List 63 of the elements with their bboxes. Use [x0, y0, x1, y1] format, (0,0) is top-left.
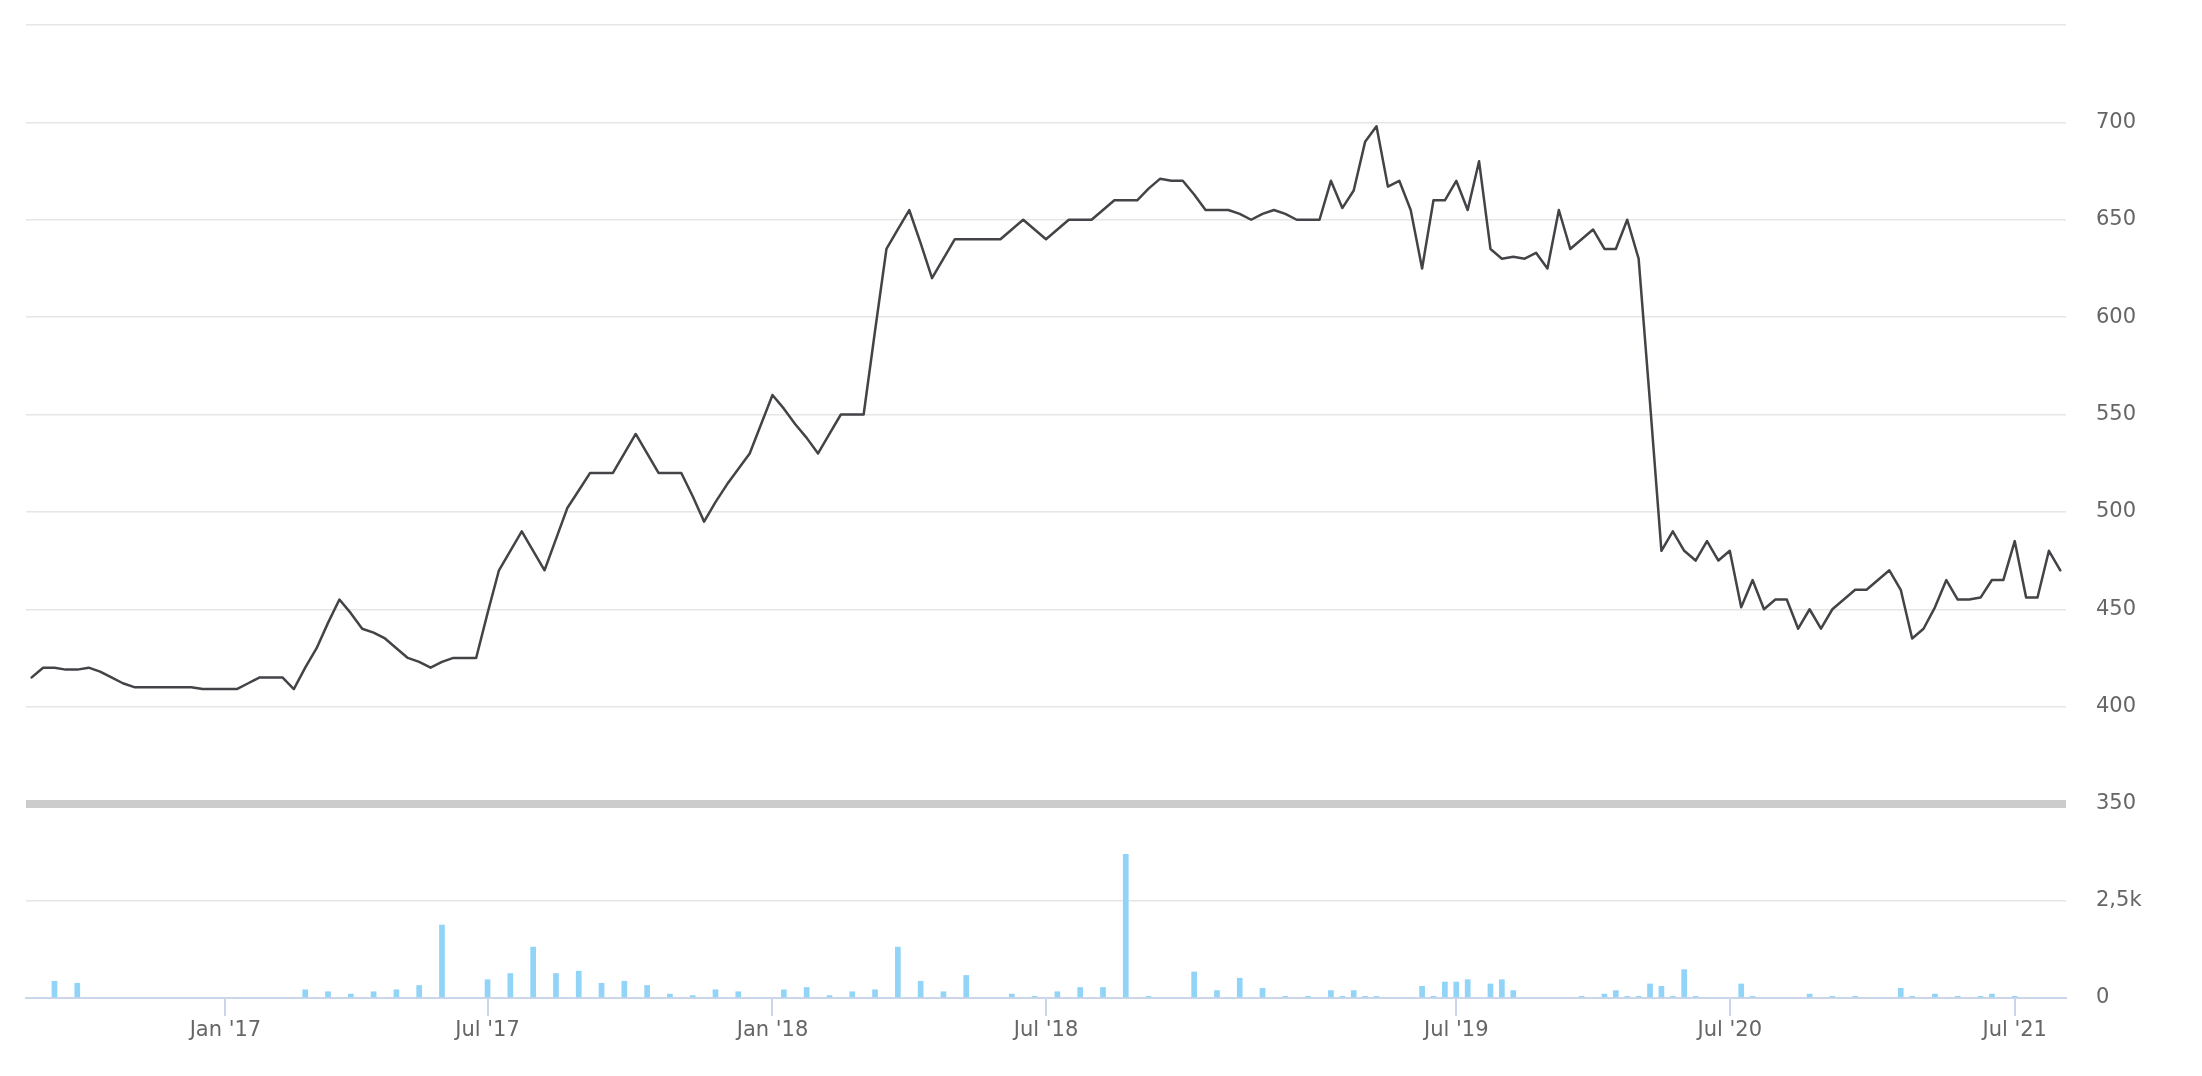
- bar: [872, 989, 878, 998]
- bar: [416, 985, 423, 998]
- bar: [370, 991, 377, 998]
- bar: [74, 982, 81, 998]
- bar: [1328, 990, 1334, 998]
- x-tick-label: Jan '17: [187, 1017, 262, 1042]
- bar: [621, 980, 628, 998]
- bar: [849, 991, 856, 998]
- y-tick-label: 2,5k: [2096, 887, 2143, 912]
- bar: [1419, 985, 1425, 998]
- y-tick-label: 400: [2096, 693, 2137, 718]
- bar: [1647, 983, 1653, 998]
- bar: [1612, 990, 1619, 998]
- bar: [1350, 990, 1357, 998]
- x-tick-label: Jul '21: [1980, 1017, 2047, 1042]
- bar: [1191, 971, 1198, 998]
- x-tick-label: Jul '20: [1695, 1017, 1763, 1042]
- x-tick-label: Jul '19: [1422, 1017, 1489, 1042]
- bar: [1897, 987, 1904, 998]
- y-tick-label: 650: [2096, 206, 2137, 231]
- bar: [1499, 979, 1505, 998]
- bar: [1464, 979, 1471, 998]
- bar: [1236, 977, 1243, 998]
- y-tick-label: 600: [2096, 303, 2137, 328]
- bar: [393, 989, 400, 998]
- bar: [1989, 993, 1995, 998]
- bar: [667, 993, 673, 998]
- y-tick-label: 350: [2096, 790, 2137, 815]
- bar: [1214, 990, 1220, 998]
- bar: [1738, 983, 1745, 998]
- y-tick-label: 500: [2096, 498, 2137, 523]
- x-tick-label: Jul '17: [453, 1017, 520, 1042]
- y-tick-label: 550: [2096, 400, 2137, 425]
- bar: [302, 989, 309, 998]
- bar: [940, 991, 947, 998]
- bar: [894, 946, 901, 998]
- bar: [781, 989, 787, 998]
- bar: [1077, 987, 1084, 998]
- bar: [1442, 981, 1448, 998]
- bar: [1453, 981, 1460, 998]
- bar: [530, 946, 536, 998]
- bar: [735, 991, 742, 998]
- bar: [439, 924, 445, 998]
- bar: [644, 985, 650, 998]
- bar: [575, 970, 582, 998]
- x-tick-label: Jul '18: [1011, 1017, 1079, 1042]
- bar: [1681, 969, 1688, 998]
- bar: [1054, 991, 1061, 998]
- y-tick-label: 0: [2096, 984, 2110, 1009]
- y-tick-label: 450: [2096, 595, 2137, 620]
- bar: [1510, 990, 1517, 998]
- bar: [347, 993, 354, 998]
- bar: [553, 973, 559, 998]
- bar: [325, 991, 331, 998]
- bar: [803, 987, 810, 998]
- bar: [1122, 854, 1129, 998]
- bar: [963, 975, 970, 998]
- y-tick-label: 700: [2096, 108, 2137, 133]
- bar: [1932, 993, 1938, 998]
- x-tick-label: Jan '18: [734, 1017, 809, 1042]
- bar: [712, 989, 719, 998]
- bar: [1008, 993, 1015, 998]
- bar: [1100, 987, 1106, 998]
